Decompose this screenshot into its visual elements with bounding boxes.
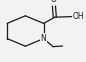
- Text: O: O: [51, 0, 57, 4]
- Text: OH: OH: [72, 12, 84, 21]
- Text: N: N: [41, 34, 47, 43]
